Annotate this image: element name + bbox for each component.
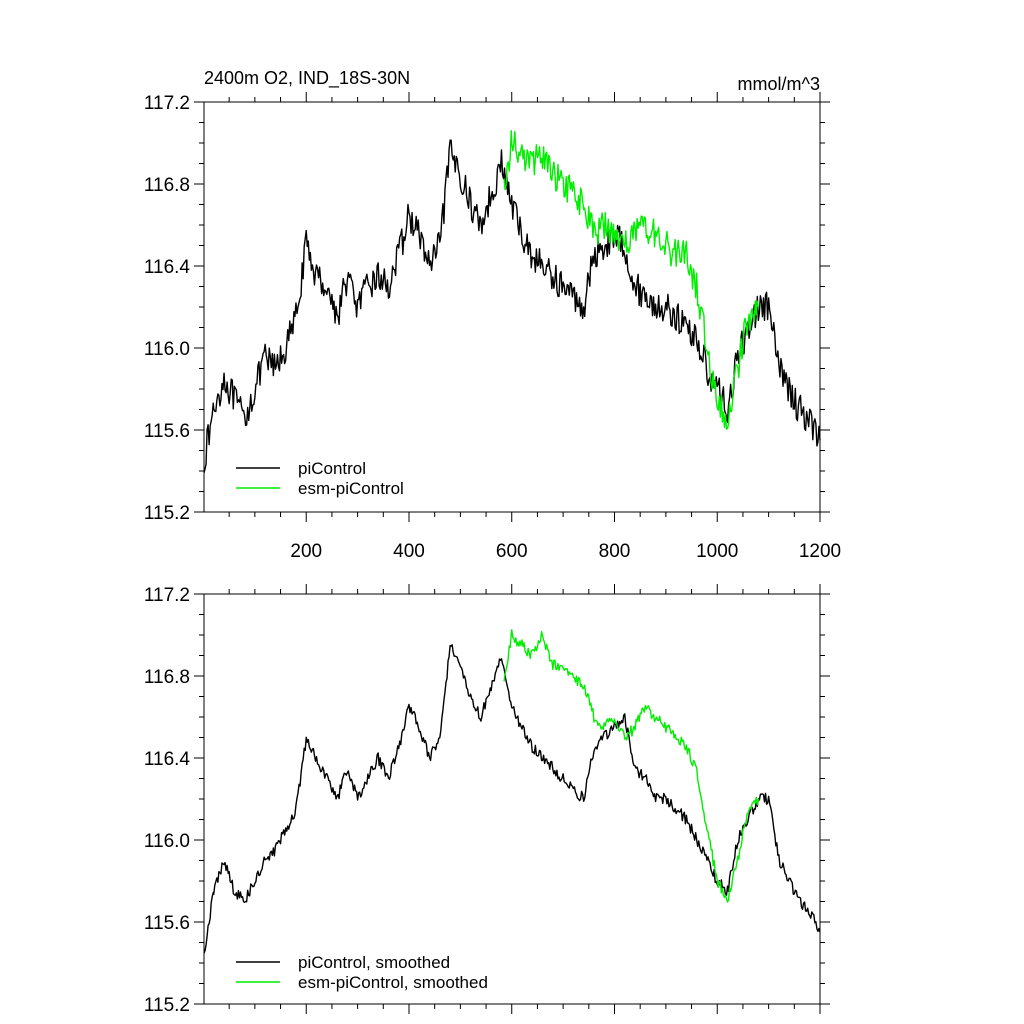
legend-label: piControl, smoothed (298, 953, 450, 972)
series-line-esm-picontrol (503, 629, 760, 903)
y-tick-label: 116.4 (144, 749, 191, 770)
series-line-picontrol (203, 644, 821, 954)
x-tick-label: 800 (599, 541, 631, 562)
x-tick-label: 600 (496, 541, 528, 562)
y-tick-label: 115.2 (144, 503, 190, 524)
legend-label: esm-piControl (298, 479, 404, 498)
legend-label: piControl (298, 459, 366, 478)
axis-ticks-bottom: 115.2 115.6 116.0 116.4 116.8 117.2 (144, 584, 830, 1016)
y-tick-label: 117.2 (144, 585, 190, 606)
legend-label: esm-piControl, smoothed (298, 973, 488, 992)
series-line-esm-picontrol (503, 130, 760, 430)
y-tick-label: 116.0 (144, 339, 190, 360)
series-line-picontrol (203, 139, 821, 473)
x-tick-label: 1000 (696, 541, 738, 562)
y-tick-label: 116.8 (144, 175, 190, 196)
units-label: mmol/m^3 (738, 74, 820, 94)
y-tick-label: 116.0 (144, 831, 190, 852)
chart-top-panel: 2400m O2, IND_18S-30N mmol/m^3 115.2115.… (144, 68, 841, 562)
y-tick-label: 117.2 (144, 93, 190, 114)
y-tick-label: 115.2 (144, 995, 190, 1016)
series-group-top (203, 130, 821, 473)
x-tick-label: 200 (290, 541, 322, 562)
y-tick-label: 115.6 (144, 913, 190, 934)
y-tick-label: 115.6 (144, 421, 190, 442)
chart-bottom-panel: 115.2 115.6 116.0 116.4 116.8 117.2 piControl… (144, 584, 830, 1016)
axis-ticks-top: 115.2 115.6 116.0 116.4 116.8 117.2 200 400 600 8… (144, 92, 841, 562)
y-tick-label: 116.4 (144, 257, 191, 278)
series-group-bottom (203, 629, 821, 954)
y-tick-label: 116.8 (144, 667, 190, 688)
chart-title: 2400m O2, IND_18S-30N (204, 68, 410, 89)
x-tick-label: 1200 (799, 541, 841, 562)
x-tick-label: 400 (393, 541, 425, 562)
